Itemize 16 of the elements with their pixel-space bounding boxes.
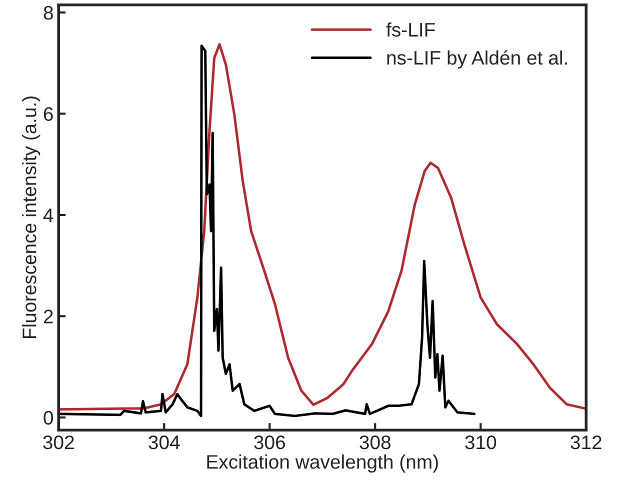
legend-label: ns-LIF by Aldén et al. bbox=[387, 50, 567, 69]
x-tick-label: 304 bbox=[148, 435, 180, 450]
x-tick-label: 306 bbox=[254, 435, 285, 450]
y-tick-label: 6 bbox=[44, 107, 53, 121]
y-axis-title: Fluorescence intensity (a.u.) bbox=[22, 96, 40, 338]
y-tick-label: 0 bbox=[44, 410, 53, 425]
y-tick-label: 4 bbox=[43, 208, 54, 222]
x-tick-label: 312 bbox=[570, 435, 602, 450]
y-tick-label: 8 bbox=[44, 6, 53, 20]
legend-label: fs-LIF bbox=[386, 22, 435, 37]
x-axis-title: Excitation wavelength (nm) bbox=[207, 454, 438, 473]
x-tick-label: 310 bbox=[465, 435, 496, 450]
x-tick-label: 302 bbox=[43, 435, 74, 450]
y-tick-label: 2 bbox=[44, 310, 53, 324]
x-tick-label: 308 bbox=[360, 435, 391, 450]
line-series bbox=[58, 43, 586, 411]
